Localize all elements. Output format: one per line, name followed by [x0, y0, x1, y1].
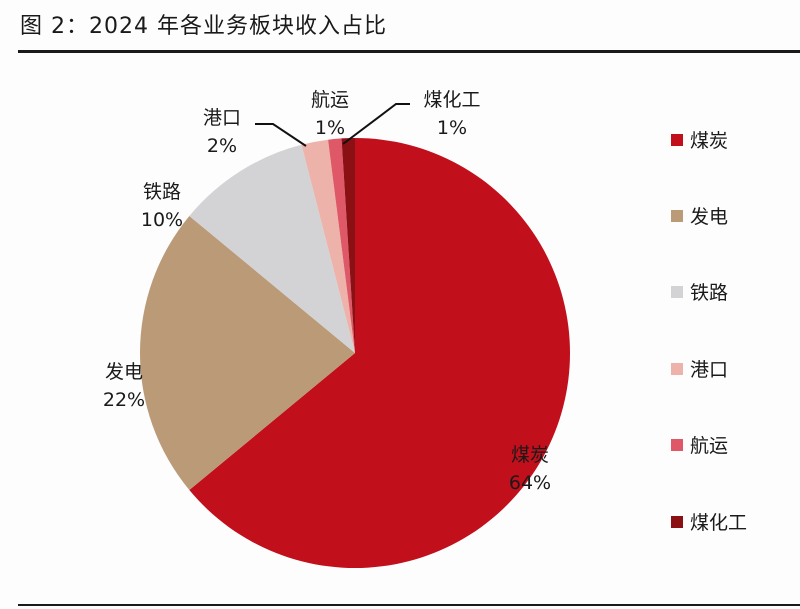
slice-name-label: 发电	[105, 361, 143, 383]
legend-swatch	[671, 210, 683, 222]
legend-swatch	[671, 439, 683, 451]
legend-swatch	[671, 516, 683, 528]
slice-name-label: 航运	[311, 89, 349, 111]
slice-name-label: 港口	[203, 107, 241, 129]
pie-slice-5	[341, 138, 355, 353]
pie-slice-1	[139, 215, 355, 491]
slice-name-label: 煤化工	[423, 89, 480, 111]
leader-line-煤化工	[342, 103, 410, 145]
slice-name-label: 铁路	[143, 181, 181, 203]
slice-name-label: 煤炭	[511, 444, 549, 466]
slice-percent-label: 10%	[141, 209, 183, 231]
legend-swatch	[671, 363, 683, 375]
pie-slice-2	[189, 144, 355, 353]
legend-label: 发电	[690, 206, 728, 228]
pie-slice-0	[189, 138, 570, 569]
legend-label: 港口	[690, 359, 728, 381]
slice-percent-label: 22%	[103, 389, 145, 411]
legend-swatch	[671, 286, 683, 298]
leader-line-港口	[255, 123, 307, 147]
slice-percent-label: 64%	[509, 472, 551, 494]
slice-percent-label: 1%	[437, 117, 467, 139]
slice-percent-label: 1%	[315, 117, 345, 139]
top-rule	[18, 50, 800, 53]
legend-label: 航运	[690, 435, 728, 457]
legend-label: 铁路	[690, 282, 728, 304]
bottom-rule	[18, 604, 800, 606]
pie-slice-4	[328, 138, 355, 353]
chart-title: 图 2：2024 年各业务板块收入占比	[20, 14, 387, 39]
legend-label: 煤炭	[690, 130, 728, 152]
slice-percent-label: 2%	[207, 135, 237, 157]
pie-slice-3	[301, 139, 355, 353]
legend-label: 煤化工	[690, 512, 747, 534]
legend-swatch	[671, 134, 683, 146]
